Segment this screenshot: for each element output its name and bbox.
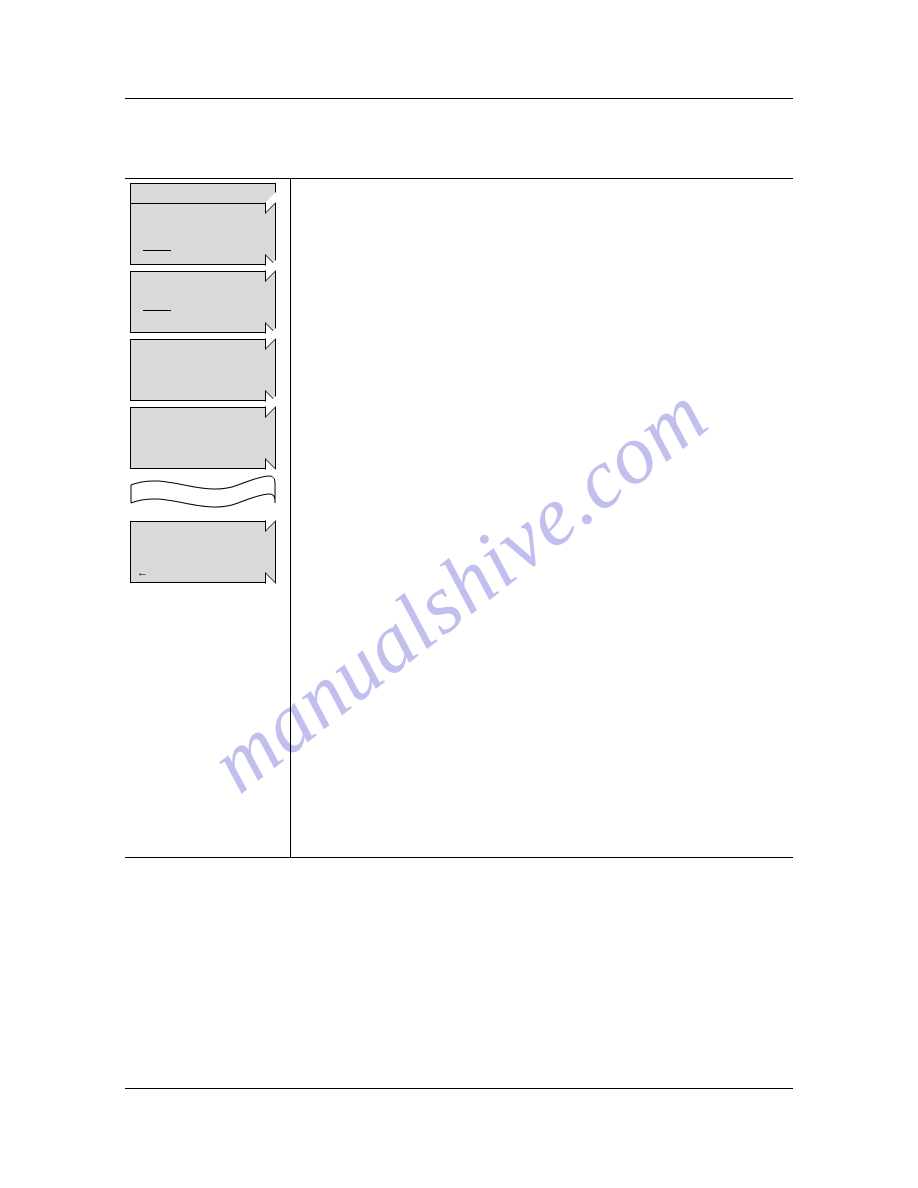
back-arrow-icon: ← — [137, 567, 148, 579]
lcd-2-cursor — [143, 310, 171, 311]
lcd-frame-4 — [130, 407, 276, 469]
lcd-frame-5: ← — [130, 521, 276, 583]
column-divider — [290, 178, 291, 857]
lcd-column: ← — [130, 183, 280, 589]
lcd-1-cursor — [143, 250, 171, 251]
section-bottom-rule — [125, 857, 793, 858]
page: manualshive.com — [0, 0, 918, 1188]
lcd-frame-2 — [130, 271, 276, 333]
footer-rule — [125, 1088, 793, 1089]
header-rule — [125, 98, 793, 99]
section-top-rule — [125, 178, 793, 179]
lcd-header — [130, 183, 276, 203]
instruction-column — [300, 186, 780, 196]
lcd-frame-1 — [130, 203, 276, 265]
lcd-break — [130, 475, 276, 515]
lcd-frame-3 — [130, 339, 276, 401]
below-section — [125, 870, 793, 881]
